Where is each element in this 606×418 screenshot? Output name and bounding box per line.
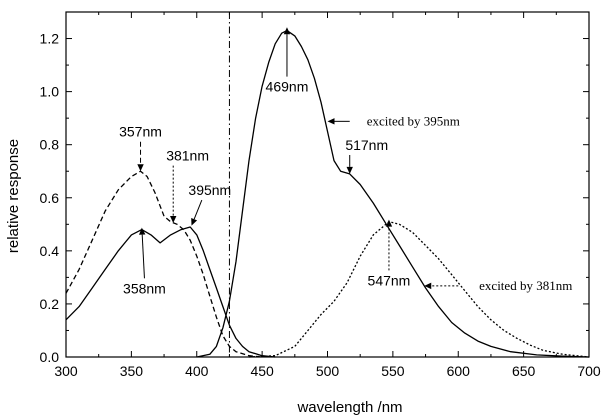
peak-arrow — [137, 141, 144, 172]
peak-label: 517nm — [345, 137, 388, 153]
series-line-4 — [248, 221, 590, 358]
y-tick-label: 1.2 — [40, 31, 60, 47]
y-tick-label: 0.2 — [40, 296, 60, 312]
y-axis-label: relative response — [5, 139, 22, 253]
series-callout-label: excited by 395nm — [367, 113, 460, 128]
axes: 300 350 400 450 500 550 600 650 700 0.0 0.2 0.4 0.6 0… — [40, 11, 601, 379]
y-tick-label: 1.0 — [40, 84, 60, 100]
peak-arrow — [138, 227, 146, 279]
x-tick-label: 500 — [316, 363, 340, 379]
x-tick-label: 650 — [512, 363, 536, 379]
peak-label: 358nm — [123, 280, 166, 296]
series-callout-label: excited by 381nm — [479, 278, 572, 293]
peak-arrow — [283, 27, 291, 77]
x-tick-label: 450 — [250, 363, 274, 379]
plot-frame — [65, 11, 590, 358]
series-line-1 — [65, 226, 276, 358]
peak-label: 395nm — [188, 182, 231, 198]
x-tick-label: 300 — [54, 363, 78, 379]
series-layer — [65, 29, 590, 358]
series-callout-arrow — [327, 118, 350, 125]
peak-label: 381nm — [166, 148, 209, 164]
peak-arrow — [191, 199, 203, 226]
y-tick-label: 0.4 — [40, 243, 60, 259]
y-tick-label: 0.8 — [40, 137, 60, 153]
y-tick-label: 0.0 — [40, 349, 60, 365]
x-axis-label: wavelength /nm — [296, 399, 402, 416]
peak-arrow — [170, 165, 177, 223]
x-tick-label: 550 — [381, 363, 405, 379]
peak-arrow — [385, 219, 393, 271]
x-tick-label: 600 — [447, 363, 471, 379]
x-tick-label: 400 — [185, 363, 209, 379]
x-tick-label: 700 — [577, 363, 601, 379]
peak-label: 547nm — [368, 272, 411, 288]
x-tick-label: 350 — [120, 363, 144, 379]
series-line-2 — [65, 170, 263, 358]
y-tick-label: 0.6 — [40, 190, 60, 206]
peak-arrow — [346, 155, 353, 174]
series-callout-arrow — [424, 282, 459, 290]
peak-label: 469nm — [266, 79, 309, 95]
peak-label: 357nm — [119, 124, 162, 140]
series-line-3 — [196, 29, 590, 358]
